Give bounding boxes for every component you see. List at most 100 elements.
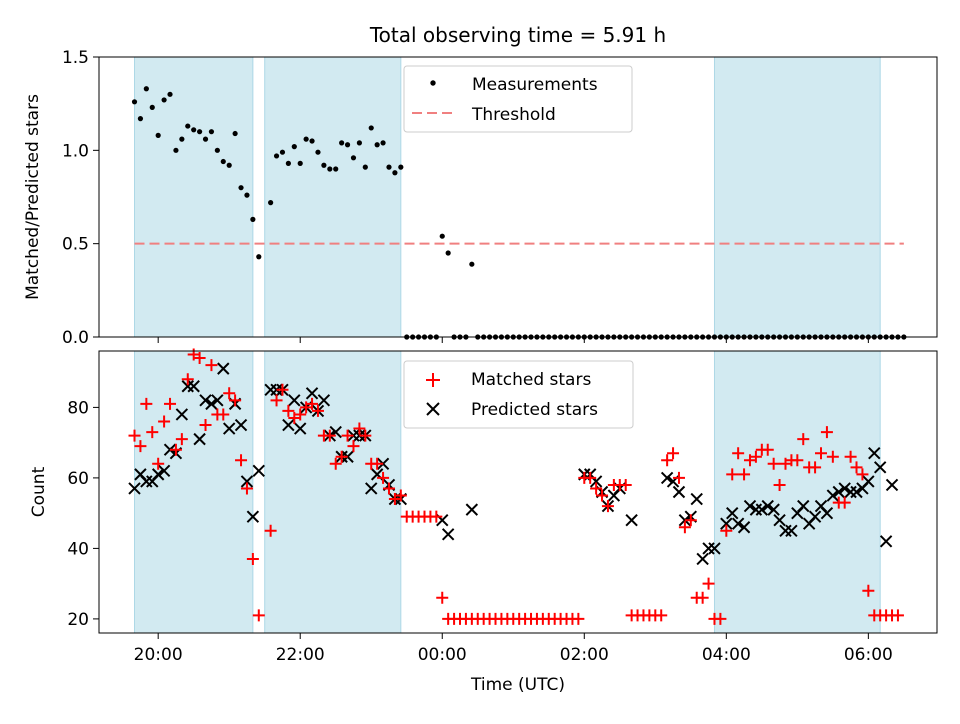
measurement-point: [380, 140, 386, 146]
matched-star-point: [749, 450, 762, 463]
predicted-star-point: [199, 394, 212, 407]
bottom-legend-box: [403, 360, 634, 429]
predicted-star-point: [720, 517, 733, 530]
matched-star-point: [720, 524, 733, 537]
measurement-point: [339, 140, 345, 146]
x-axis-label: Time (UTC): [470, 675, 565, 695]
predicted-star-point: [234, 418, 248, 432]
predicted-star-point: [128, 482, 141, 495]
measurement-point: [256, 254, 262, 260]
predicted-star-point: [767, 503, 780, 516]
x-tick-label: 00:00: [418, 645, 467, 665]
predicted-star-point: [808, 510, 822, 523]
matched-star-point: [181, 373, 194, 386]
predicted-star-point: [282, 418, 295, 432]
predicted-star-point: [737, 521, 751, 534]
predicted-star-point: [140, 475, 153, 488]
measurement-point: [469, 261, 475, 267]
measurement-point: [167, 91, 173, 97]
legend-measurement-marker: [430, 80, 436, 86]
measurement-point: [250, 216, 256, 222]
measurement-point: [273, 153, 280, 159]
predicted-star-point: [838, 482, 851, 495]
predicted-star-point: [797, 499, 810, 513]
matched-star-point: [229, 394, 242, 407]
predicted-star-point: [885, 478, 899, 492]
predicted-star-point: [696, 552, 709, 566]
matched-star-point: [158, 415, 171, 428]
matched-star-point: [199, 419, 212, 432]
measurement-point: [327, 166, 333, 172]
top-x-ticks: [157, 337, 869, 343]
predicted-star-point: [625, 513, 638, 527]
predicted-star-point: [708, 542, 721, 555]
bottom-y-axis-label: Count: [29, 466, 49, 517]
top-axes-frame: [98, 56, 938, 338]
predicted-star-point: [264, 383, 277, 396]
matched-star-point: [596, 489, 609, 502]
measurement-point: [368, 125, 374, 131]
predicted-star-point: [246, 510, 260, 523]
x-tick-label: 04:00: [702, 645, 751, 665]
measurement-point: [356, 140, 362, 146]
matched-star-point: [294, 408, 307, 421]
matched-star-point: [353, 422, 366, 435]
matched-star-point: [572, 612, 585, 625]
matched-star-point: [672, 471, 685, 484]
matched-star-point: [678, 521, 691, 534]
predicted-star-point: [441, 528, 455, 541]
matched-star-point: [797, 433, 810, 446]
measurement-point: [386, 164, 392, 170]
predicted-star-point: [844, 485, 857, 499]
matched-star-point: [738, 468, 751, 481]
predicted-star-point: [465, 503, 479, 516]
matched-stars-points: [128, 348, 904, 625]
predicted-star-point: [288, 394, 301, 407]
measurement-point: [303, 136, 309, 142]
predicted-star-point: [779, 524, 792, 537]
measurement-point: [445, 250, 451, 256]
matched-star-point: [590, 482, 603, 495]
top-y-tick-label: 0.5: [62, 235, 89, 255]
matched-star-point: [377, 471, 390, 484]
measurement-point: [137, 116, 144, 122]
predicted-star-point: [157, 464, 171, 478]
shaded-interval: [264, 56, 402, 338]
predicted-star-point: [785, 524, 798, 537]
predicted-star-point: [773, 513, 786, 527]
measurement-point: [244, 192, 250, 198]
matched-star-point: [850, 461, 863, 474]
matched-star-point: [702, 577, 715, 590]
matched-star-point: [382, 482, 395, 495]
measurement-point: [232, 130, 238, 137]
predicted-star-point: [731, 517, 745, 530]
predicted-star-point: [365, 482, 378, 495]
predicted-star-point: [761, 499, 774, 513]
measurement-point: [155, 132, 161, 138]
legend-predicted-label: Predicted stars: [471, 400, 598, 420]
predicted-star-point: [743, 499, 757, 513]
bottom-axes-frame: [98, 350, 938, 634]
matched-star-point: [815, 447, 828, 460]
legend-measurements-label: Measurements: [472, 75, 598, 95]
matched-star-point: [140, 397, 153, 410]
matched-star-point: [152, 457, 165, 470]
predicted-star-point: [879, 535, 893, 548]
matched-star-point: [306, 397, 319, 410]
measurement-point: [131, 99, 138, 105]
predicted-star-point: [305, 387, 319, 400]
matched-star-point: [146, 426, 159, 439]
matched-star-point: [773, 478, 786, 491]
matched-star-point: [619, 478, 632, 491]
matched-star-point: [347, 440, 360, 453]
predicted-star-point: [868, 447, 881, 460]
matched-star-point: [240, 482, 253, 495]
predicted-star-point: [181, 380, 194, 393]
predicted-star-point: [205, 397, 218, 411]
matched-star-point: [667, 447, 680, 460]
matched-star-point: [767, 457, 780, 470]
x-tick-label: 06:00: [844, 645, 893, 665]
predicted-star-point: [826, 489, 840, 502]
